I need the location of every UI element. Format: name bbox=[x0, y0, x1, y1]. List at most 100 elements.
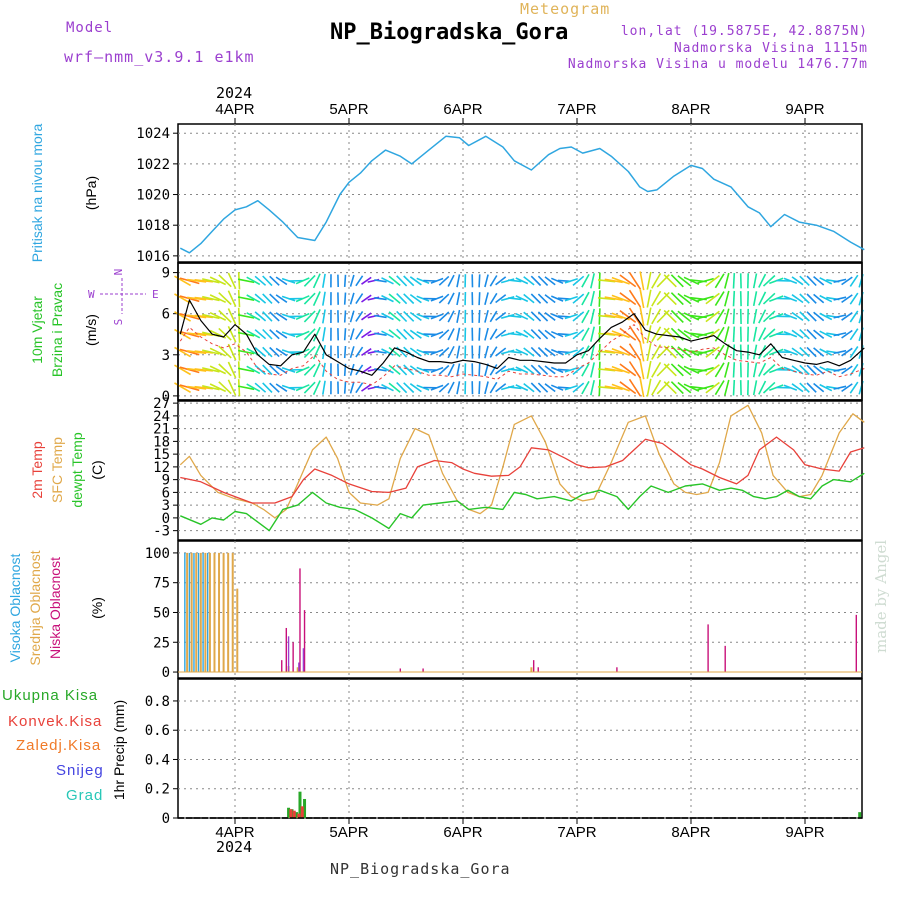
wind-arrow bbox=[312, 273, 321, 289]
wind-arrow bbox=[572, 275, 585, 287]
y-tick-label: 100 bbox=[145, 546, 170, 562]
wind-arrow bbox=[484, 310, 489, 323]
wind-arrow bbox=[174, 346, 192, 358]
wind-arrow bbox=[227, 272, 237, 290]
wind-arrow bbox=[537, 293, 549, 304]
wind-arrow bbox=[791, 347, 804, 357]
wind-arrow bbox=[409, 347, 422, 357]
wind-arrow bbox=[303, 274, 316, 287]
wind-arrow bbox=[209, 311, 227, 321]
wind-arrow bbox=[194, 332, 213, 336]
precip-bar bbox=[297, 813, 301, 818]
wind-arrow bbox=[269, 382, 280, 393]
wind-arrow bbox=[663, 292, 677, 306]
wind-arrow bbox=[628, 343, 642, 361]
y-tick-label: 50 bbox=[153, 605, 170, 621]
wind-arrow bbox=[312, 380, 321, 396]
wind-arrow bbox=[515, 348, 529, 356]
wind-arrow bbox=[447, 328, 455, 341]
wind-arrow bbox=[639, 289, 645, 309]
wind-arrow bbox=[478, 345, 481, 359]
y-tick-label: 75 bbox=[153, 576, 170, 592]
wind-arrow bbox=[349, 274, 355, 287]
wind-arrow bbox=[500, 349, 515, 355]
wind-arrow bbox=[628, 378, 642, 397]
wind-arrow bbox=[806, 364, 817, 376]
wind-arrow bbox=[381, 312, 394, 321]
wind-arrow bbox=[269, 275, 280, 286]
wind-arrow bbox=[237, 314, 255, 319]
wind-arrow bbox=[500, 385, 515, 391]
wind-arrow bbox=[523, 382, 535, 393]
wind-arrow bbox=[544, 311, 556, 321]
wind-arrow bbox=[515, 295, 529, 303]
pressure-line bbox=[179, 135, 865, 254]
wind-arrow bbox=[697, 295, 714, 302]
y-tick-label: 0.2 bbox=[145, 782, 170, 798]
top-day-label: 6APR bbox=[443, 101, 482, 118]
wind-arrow bbox=[262, 311, 273, 322]
wind-arrow bbox=[813, 347, 825, 357]
wind-arrow bbox=[813, 293, 825, 304]
wind-arrow bbox=[813, 365, 825, 375]
wind-arrow bbox=[762, 346, 776, 358]
y-tick-label: -3 bbox=[153, 524, 170, 540]
wind-arrow bbox=[806, 346, 817, 358]
dewpt-line bbox=[180, 472, 865, 532]
wind-arrow bbox=[194, 279, 213, 283]
wind-arrow bbox=[523, 276, 535, 286]
wind-arrow bbox=[312, 362, 321, 378]
wind-arrow bbox=[349, 346, 355, 359]
wind-arrow bbox=[670, 381, 684, 395]
wind-arrow bbox=[639, 378, 645, 398]
wind-arrow bbox=[409, 383, 422, 393]
model-name: wrf–nmm_v3.9.1 e1km bbox=[64, 48, 255, 66]
wind-arrow bbox=[381, 277, 394, 285]
wind-arrow bbox=[489, 292, 498, 305]
wind-arrow bbox=[758, 291, 767, 306]
wind-arrow bbox=[269, 293, 280, 304]
wind-arrow bbox=[174, 293, 191, 304]
wind-arrow bbox=[705, 381, 720, 394]
wind-arrow bbox=[456, 327, 461, 341]
wind-arrow bbox=[303, 363, 316, 376]
wind-arrow bbox=[218, 327, 232, 341]
wind-arrow bbox=[806, 311, 817, 322]
compass-w: W bbox=[88, 288, 95, 301]
model-label: Model bbox=[66, 20, 114, 36]
precip-legend-item: Snijeg bbox=[56, 762, 104, 779]
wind-axis-subtitle: Brzina i Pravac bbox=[49, 283, 65, 377]
wind-arrow bbox=[783, 331, 798, 338]
wind-arrow bbox=[262, 328, 273, 340]
precip-legend-item: Zaledj.Kisa bbox=[16, 737, 101, 754]
wind-arrow bbox=[194, 385, 213, 390]
wind-arrow bbox=[295, 366, 310, 374]
wind-arrow bbox=[381, 348, 394, 356]
wind-arrow bbox=[322, 327, 326, 342]
wind-arrow bbox=[227, 308, 237, 325]
wind-arrow bbox=[670, 363, 684, 377]
wind-arrow bbox=[683, 312, 700, 321]
wind-arrow bbox=[508, 297, 522, 301]
wind-arrow bbox=[581, 274, 590, 288]
wind-arrow bbox=[396, 310, 408, 323]
compass-n: N bbox=[112, 269, 125, 276]
wind-arrow bbox=[619, 274, 637, 288]
wind-arrow bbox=[174, 328, 192, 340]
wind-arrow bbox=[515, 384, 529, 392]
wind-arrow bbox=[724, 344, 730, 360]
wind-arrow bbox=[246, 294, 261, 303]
wind-arrow bbox=[646, 307, 652, 326]
wind-arrow bbox=[430, 349, 444, 356]
wind-arrow bbox=[783, 384, 798, 391]
wind-arrow bbox=[806, 329, 817, 340]
wind-arrow bbox=[628, 307, 642, 326]
wind-arrow bbox=[500, 313, 515, 319]
wind-arrow bbox=[438, 329, 450, 340]
wind-arrow bbox=[646, 325, 652, 344]
wind-arrow bbox=[769, 366, 784, 374]
wind-arrow bbox=[590, 362, 595, 378]
wind-arrow bbox=[355, 346, 364, 358]
wind-arrow bbox=[295, 312, 310, 321]
wind-arrow bbox=[262, 275, 273, 287]
